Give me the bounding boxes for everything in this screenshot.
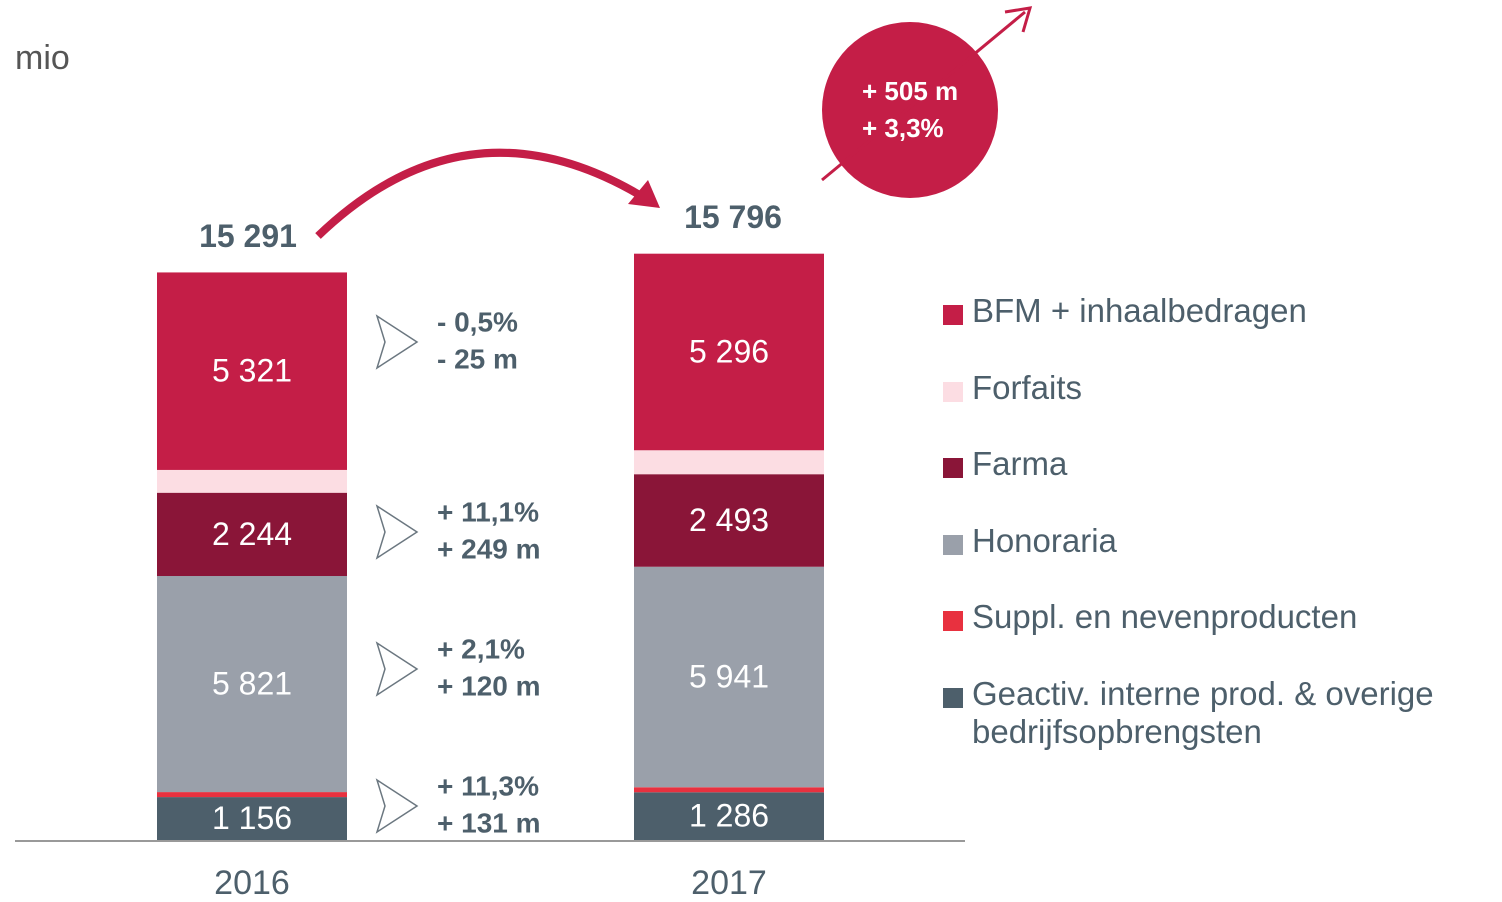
legend-swatch bbox=[943, 458, 963, 478]
change-label: + 120 m bbox=[437, 670, 541, 701]
chevron bbox=[375, 314, 419, 370]
change-circle bbox=[822, 22, 998, 198]
chevron bbox=[375, 778, 419, 834]
legend-item: Forfaits bbox=[943, 369, 1488, 446]
legend-label: BFM + inhaalbedragen bbox=[972, 292, 1307, 329]
legend-label: Suppl. en nevenproducten bbox=[972, 598, 1358, 635]
change-label: + 2,1% bbox=[437, 633, 525, 664]
legend-swatch bbox=[943, 687, 963, 708]
legend-swatch bbox=[943, 305, 963, 325]
bar-segment bbox=[157, 272, 347, 470]
legend-item: BFM + inhaalbedragen bbox=[943, 292, 1488, 369]
legend-label: Forfaits bbox=[972, 368, 1083, 406]
bar-segment bbox=[157, 492, 347, 577]
segment-label: 5 296 bbox=[689, 333, 769, 369]
change-label: + 249 m bbox=[437, 533, 541, 564]
segment-label: 2 493 bbox=[689, 502, 769, 538]
bar-segment bbox=[634, 253, 824, 451]
bar-segment bbox=[634, 787, 824, 793]
segment-label: 5 941 bbox=[689, 658, 769, 694]
legend-item: Honoraria bbox=[943, 522, 1488, 599]
segment-label: 2 244 bbox=[212, 516, 292, 552]
total-label: 15 291 bbox=[199, 218, 297, 254]
segment-label: 5 321 bbox=[212, 353, 292, 389]
unit-label: mio bbox=[15, 39, 70, 77]
legend-label: Geactiv. interne prod. & overige bedrijf… bbox=[972, 674, 1434, 750]
x-tick-label: 2017 bbox=[691, 864, 767, 902]
bar-segment bbox=[157, 792, 347, 798]
segment-label: 1 156 bbox=[212, 800, 292, 836]
segment-label: 5 821 bbox=[212, 666, 292, 702]
legend-swatch bbox=[943, 381, 963, 402]
bar-segment bbox=[634, 474, 824, 567]
chevron bbox=[375, 504, 419, 560]
arrow-head bbox=[628, 180, 660, 208]
bar-segment bbox=[157, 576, 347, 793]
segment-label: 1 286 bbox=[689, 798, 769, 834]
total-label: 15 796 bbox=[684, 199, 782, 235]
legend-label: Farma bbox=[972, 445, 1068, 482]
legend-item: Farma bbox=[943, 445, 1488, 522]
change-label: - 25 m bbox=[437, 343, 518, 374]
legend-item: Suppl. en nevenproducten bbox=[943, 598, 1488, 675]
legend-item: Geactiv. interne prod. & overige bedrijf… bbox=[943, 675, 1488, 752]
legend-label: Honoraria bbox=[972, 521, 1117, 559]
chevron bbox=[375, 641, 419, 697]
growth-arrow-head bbox=[1004, 6, 1033, 33]
legend: BFM + inhaalbedragen Forfaits Farma Honorar… bbox=[943, 292, 1488, 751]
bar-segment bbox=[157, 469, 347, 493]
bar-segment bbox=[157, 797, 347, 840]
change-label: + 11,1% bbox=[437, 496, 539, 527]
legend-swatch bbox=[943, 534, 963, 555]
bar-segment bbox=[634, 450, 824, 475]
change-label: - 0,5% bbox=[437, 306, 518, 337]
bar-segment bbox=[634, 792, 824, 840]
total-change: + 3,3% bbox=[862, 113, 944, 143]
change-label: + 11,3% bbox=[437, 770, 539, 801]
bar-segment bbox=[634, 566, 824, 788]
trend-arrow bbox=[315, 148, 651, 239]
x-tick-label: 2016 bbox=[214, 864, 290, 902]
growth-arrow bbox=[821, 10, 1026, 182]
change-label: + 131 m bbox=[437, 807, 541, 838]
legend-swatch bbox=[943, 611, 963, 631]
total-change: + 505 m bbox=[862, 76, 958, 106]
